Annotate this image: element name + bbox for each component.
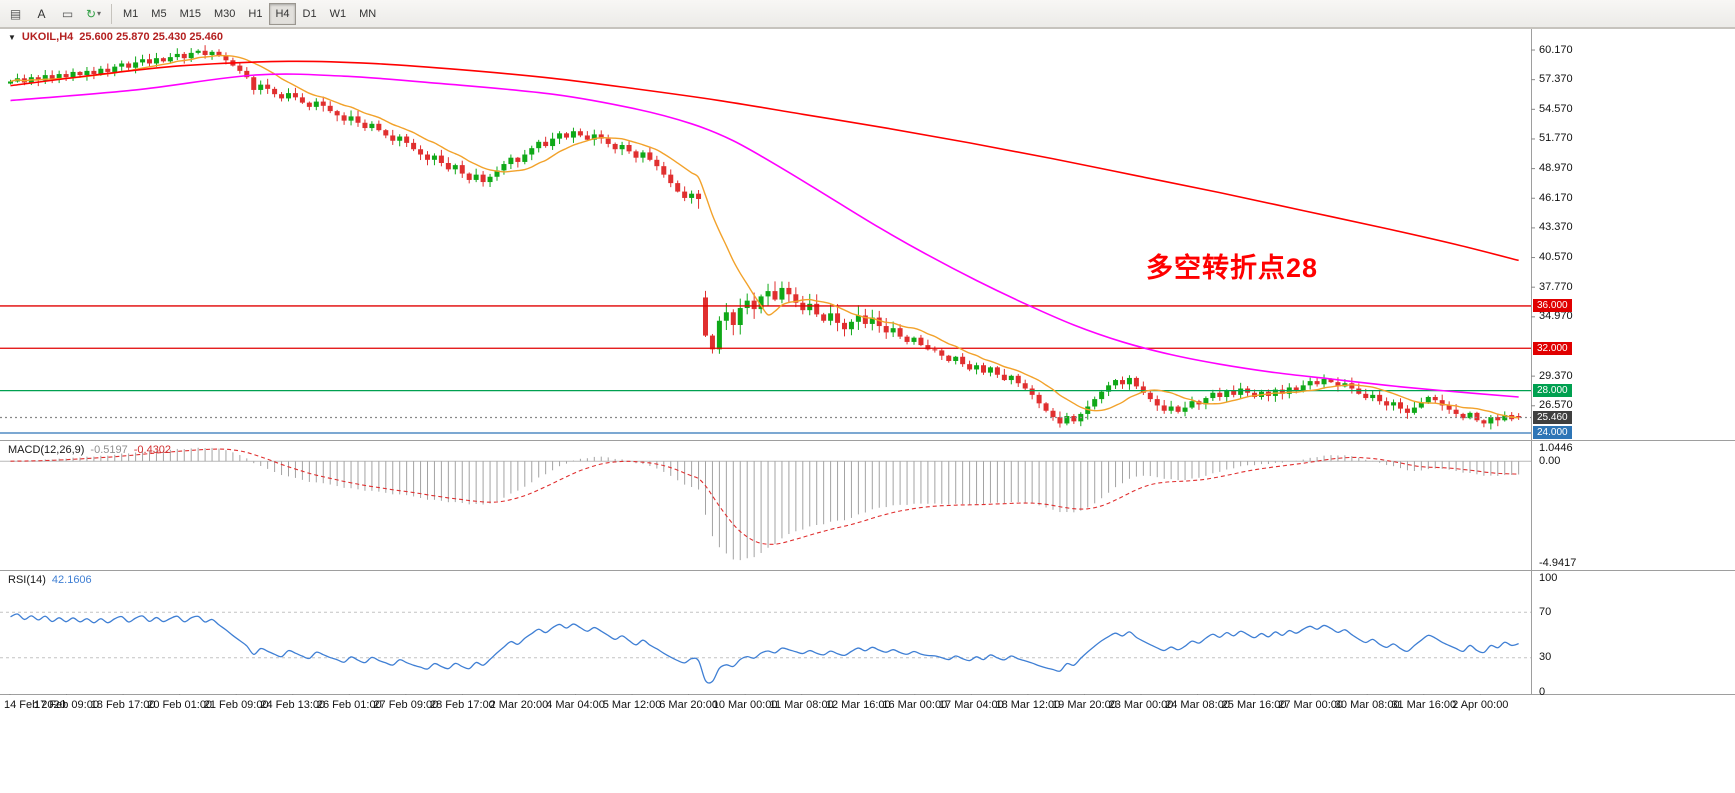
macd-signal-line [10,448,1519,545]
timeframe-button-h4[interactable]: H4 [269,2,296,25]
ma-fast-line [10,54,1519,419]
time-axis-label: 11 Mar 08:00 [769,699,834,711]
price-tag: 28.000 [1533,384,1572,398]
rsi-indicator-label: RSI(14) 42.1606 [8,574,92,586]
chart-ohlc-values: 25.600 25.870 25.430 25.460 [79,31,224,43]
rsi-name: RSI(14) [8,574,46,586]
rsi-axis-label: 30 [1539,651,1552,664]
time-axis-label: 16 Mar 00:00 [882,699,948,711]
time-axis-label: 24 Feb 13:00 [260,699,326,711]
time-axis-label: 2 Apr 00:00 [1452,699,1509,711]
macd-axis-label: 1.0446 [1539,441,1573,454]
macd-axis-label: -4.9417 [1539,556,1577,569]
toolbar-separator [111,3,112,24]
time-axis-label: 2 Mar 20:00 [489,699,549,711]
time-axis-label: 24 Mar 08:00 [1165,699,1230,711]
price-axis-label: 40.570 [1539,251,1573,264]
timeframe-button-m5[interactable]: M5 [145,3,172,25]
price-axis-label: 48.970 [1539,162,1573,175]
macd-indicator-label: MACD(12,26,9) -0.5197 -0.4302 [8,444,171,456]
chart-symbol-period: UKOIL,H4 [21,31,74,43]
toolbar: ▤ A ▭ ↻ ▾ M1 M5 M15 M30 H1 H4 D1 W1 MN [0,0,1735,28]
time-axis-label: 28 Feb 17:00 [429,699,495,711]
time-axis-label: 6 Mar 20:00 [659,699,718,711]
timeframe-button-m1[interactable]: M1 [117,3,144,25]
time-axis-label: 5 Mar 12:00 [602,699,662,711]
price-tag: 25.460 [1533,411,1572,425]
timeframe-button-mn[interactable]: MN [353,3,382,25]
time-axis-label: 27 Feb 09:00 [373,699,439,711]
tool-button-charts-grid[interactable]: ▤ [3,3,28,25]
time-axis-label: 30 Mar 08:00 [1334,699,1400,711]
time-axis-label: 10 Mar 00:00 [712,699,778,711]
timeframe-button-group: M1 M5 M15 M30 H1 H4 D1 W1 MN [117,2,382,25]
time-axis[interactable]: 14 Feb 2020 17 Feb 09:00 18 Feb 17:00 20 Fe… [0,695,1532,718]
price-axis-label: 37.770 [1539,280,1573,293]
price-axis-label: 60.170 [1539,43,1573,56]
time-axis-label: 12 Mar 16:00 [825,699,891,711]
tool-button-text-tool[interactable]: A [29,3,54,25]
timeframe-button-m30[interactable]: M30 [208,3,241,25]
rsi-axis-label: 0 [1539,685,1546,698]
chart-title: ▼ UKOIL,H4 25.600 25.870 25.430 25.460 [8,31,223,43]
ma-slow-line [10,60,1519,262]
time-axis-label: 26 Feb 01:00 [316,699,382,711]
time-axis-label: 23 Mar 00:00 [1108,699,1174,711]
chart-text-annotation[interactable]: 多空转折点28 [1146,253,1319,283]
time-axis-label: 27 Mar 00:00 [1278,699,1344,711]
macd-axis-label: 0.00 [1539,454,1561,467]
time-axis-label: 20 Feb 01:00 [147,699,213,711]
price-axis-label: 51.770 [1539,132,1573,145]
price-tag: 32.000 [1533,341,1572,355]
horizontal-line-objects [0,305,1531,434]
price-axis-label: 34.970 [1539,310,1573,323]
time-axis-label: 25 Mar 16:00 [1221,699,1287,711]
time-axis-label: 19 Mar 20:00 [1052,699,1117,711]
time-axis-label: 17 Mar 04:00 [938,699,1004,711]
timeframe-button-d1[interactable]: D1 [297,3,323,25]
price-axis-label: 26.570 [1539,399,1573,412]
timeframe-button-m15[interactable]: M15 [174,3,207,25]
tool-button-objects-tool[interactable]: ▭ [55,3,80,25]
indicators-tool-icon: ↻ [85,6,97,21]
price-tag: 24.000 [1533,426,1572,440]
timeframe-button-h1[interactable]: H1 [242,3,268,25]
time-axis-label: 4 Mar 04:00 [546,699,605,711]
dropdown-arrow-icon: ▾ [97,9,102,18]
candlestick-series [8,45,1522,430]
time-axis-label: 14 Feb 2020 [4,699,66,711]
macd-histogram [16,447,1520,561]
price-tag: 36.000 [1533,299,1572,313]
price-axis-label: 57.370 [1539,73,1573,86]
ma-mid-line [10,73,1519,398]
timeframe-button-w1[interactable]: W1 [324,3,353,25]
time-axis-label: 21 Feb 09:00 [203,699,269,711]
time-axis-label: 31 Mar 16:00 [1391,699,1457,711]
price-axis-label: 46.170 [1539,191,1573,204]
tool-button-indicators-tool[interactable]: ↻ ▾ [81,3,106,25]
text-tool-icon: A [37,6,46,21]
objects-tool-icon: ▭ [61,6,74,21]
time-axis-label: 17 Feb 09:00 [34,699,99,711]
rsi-value: 42.1606 [51,574,92,586]
drawing-tools-group: ▤ A ▭ ↻ ▾ [3,3,106,25]
rsi-axis-label: 100 [1539,571,1558,584]
time-axis-label: 18 Mar 12:00 [995,699,1061,711]
price-axis[interactable]: 60.170 57.370 54.570 51.770 48.970 46.170 43.3… [1532,0,1735,793]
chart-corner-marker-icon: ▼ [8,32,16,42]
rsi-axis-label: 70 [1539,605,1552,618]
macd-value-signal: -0.4302 [133,444,172,456]
macd-name: MACD(12,26,9) [8,444,85,456]
macd-value-main: -0.5197 [90,444,128,456]
price-axis-label: 29.370 [1539,369,1573,382]
time-axis-label: 18 Feb 17:00 [90,699,156,711]
price-axis-label: 54.570 [1539,102,1573,115]
rsi-line [10,613,1519,684]
charts-grid-icon: ▤ [9,6,22,21]
price-axis-label: 43.370 [1539,221,1573,234]
